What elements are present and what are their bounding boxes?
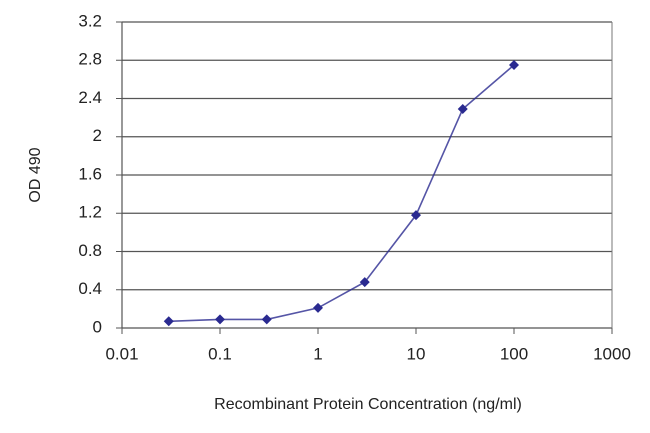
data-point bbox=[411, 210, 421, 221]
x-tick-label: 10 bbox=[407, 344, 426, 363]
x-axis-title: Recombinant Protein Concentration (ng/ml… bbox=[214, 396, 522, 413]
y-tick-label: 0 bbox=[93, 317, 102, 336]
x-tick-label: 0.1 bbox=[208, 344, 232, 363]
y-tick-label: 1.6 bbox=[78, 164, 102, 183]
x-tick-label: 1 bbox=[313, 344, 322, 363]
y-tick-label: 1.2 bbox=[78, 203, 102, 222]
data-point bbox=[163, 316, 174, 327]
x-tick-label: 0.01 bbox=[105, 344, 138, 363]
x-tick-label: 100 bbox=[500, 344, 528, 363]
data-point bbox=[261, 314, 272, 325]
y-axis-title: OD 490 bbox=[27, 147, 44, 202]
y-tick-label: 2 bbox=[93, 126, 102, 145]
y-tick-label: 0.8 bbox=[78, 241, 102, 260]
y-tick-label: 2.4 bbox=[78, 88, 102, 107]
y-tick-label: 0.4 bbox=[78, 279, 102, 298]
data-point bbox=[359, 277, 370, 288]
x-tick-label: 1000 bbox=[593, 344, 631, 363]
data-point bbox=[457, 104, 468, 115]
data-point bbox=[509, 60, 519, 71]
y-tick-label: 3.2 bbox=[78, 11, 102, 30]
data-point bbox=[215, 314, 225, 325]
data-point bbox=[313, 302, 323, 313]
y-tick-label: 2.8 bbox=[78, 50, 102, 69]
data-line bbox=[168, 64, 515, 323]
